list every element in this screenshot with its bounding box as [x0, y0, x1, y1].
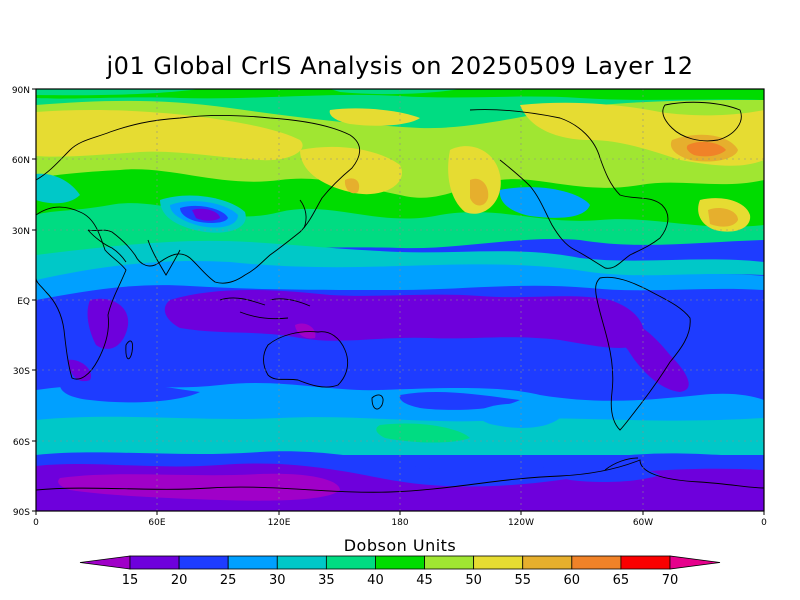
madagascar-coast [125, 340, 133, 360]
colorbar-swatch [178, 555, 229, 570]
colorbar-level-label: 65 [613, 573, 630, 588]
colorbar-level-label: 45 [416, 573, 433, 588]
x-tick-labels: 0 60E 120E 180 120W 60W 0 [33, 518, 767, 528]
x-tick-label: 180 [391, 518, 408, 528]
north-america-coast [469, 109, 669, 269]
africa-coast [36, 206, 127, 380]
antarctic-peninsula-coast [604, 457, 639, 471]
y-tick-label: EQ [17, 297, 30, 307]
y-tick-label: 30S [13, 367, 30, 377]
x-tick-label: 120W [508, 518, 534, 528]
colorbar-level-label: 55 [514, 573, 531, 588]
colorbar-title: Dobson Units [343, 536, 457, 555]
colorbar-level-label: 30 [269, 573, 286, 588]
colorbar-level-label: 40 [367, 573, 384, 588]
x-tick-label: 120E [268, 518, 291, 528]
y-tick-label: 30N [12, 227, 30, 237]
colorbar-min-arrow [79, 555, 131, 570]
map-title: j01 Global CrIS Analysis on 20250509 Lay… [106, 52, 694, 80]
graticule [36, 89, 764, 511]
colorbar-level-label: 20 [171, 573, 188, 588]
y-tick-label: 60S [13, 438, 30, 448]
colorbar: 15 20 25 30 35 40 45 50 55 60 65 70 [79, 555, 721, 588]
indonesia-coast [219, 297, 311, 320]
colorbar-swatch [227, 555, 278, 570]
colorbar-swatch [325, 555, 376, 570]
y-tick-label: 90S [13, 508, 30, 518]
colorbar-swatch [571, 555, 622, 570]
colorbar-max-arrow [669, 555, 721, 570]
new-zealand-coast [371, 394, 384, 410]
y-tick-label: 60N [12, 156, 30, 166]
japan-coast [299, 199, 307, 229]
greenland-coast [662, 101, 742, 142]
australia-coast [263, 331, 349, 388]
x-tick-label: 60E [148, 518, 165, 528]
colorbar-level-label: 35 [318, 573, 335, 588]
y-tick-label: 90N [12, 86, 30, 96]
colorbar-swatch [375, 555, 425, 570]
x-tick-label: 60W [633, 518, 653, 528]
x-tick-label: 0 [761, 518, 767, 528]
y-tick-labels: 90N 60N 30N EQ 30S 60S 90S [12, 86, 30, 518]
india-coast [147, 239, 181, 276]
antarctica-coast [36, 459, 764, 493]
colorbar-swatch [620, 555, 671, 570]
arabia-coast [87, 229, 127, 263]
colorbar-level-label: 25 [220, 573, 237, 588]
south-america-coast [595, 276, 691, 431]
colorbar-level-label: 70 [662, 573, 679, 588]
colorbar-swatch [424, 555, 475, 570]
colorbar-swatch [522, 555, 573, 570]
colorbar-swatch [473, 555, 524, 570]
coastlines [36, 101, 764, 493]
colorbar-level-label: 60 [564, 573, 581, 588]
colorbar-swatch [276, 555, 327, 570]
colorbar-swatch [129, 555, 180, 570]
colorbar-level-label: 15 [122, 573, 139, 588]
tick-marks [32, 88, 765, 515]
x-tick-label: 0 [33, 518, 39, 528]
colorbar-level-label: 50 [465, 573, 482, 588]
